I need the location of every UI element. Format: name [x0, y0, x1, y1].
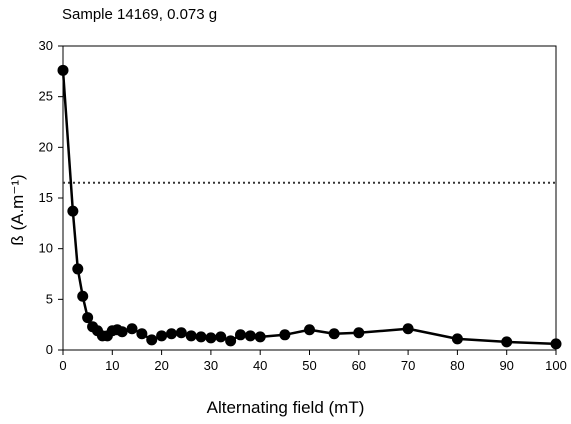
x-axis-label: Alternating field (mT) — [206, 398, 365, 417]
y-tick-label: 15 — [39, 190, 53, 205]
data-point — [402, 323, 414, 335]
y-axis-label: ß (A.m⁻¹) — [8, 174, 27, 246]
data-point — [279, 329, 291, 341]
data-point — [353, 327, 365, 339]
data-point — [254, 331, 266, 343]
data-point — [501, 336, 513, 348]
x-tick-label: 80 — [450, 358, 464, 373]
data-point — [304, 324, 315, 336]
x-tick-label: 0 — [59, 358, 66, 373]
data-point — [72, 263, 84, 275]
data-point — [57, 64, 69, 76]
data-point — [136, 328, 148, 340]
data-point — [67, 205, 79, 217]
y-tick-label: 25 — [39, 89, 53, 104]
y-tick-label: 20 — [39, 139, 53, 154]
data-point — [82, 312, 94, 324]
data-point — [244, 330, 256, 342]
chart-title: Sample 14169, 0.073 g — [62, 6, 218, 23]
series-line — [61, 70, 557, 346]
x-tick-label: 50 — [302, 358, 316, 373]
data-point — [195, 331, 207, 343]
x-tick-label: 60 — [352, 358, 366, 373]
x-tick-label: 100 — [545, 358, 567, 373]
data-point — [175, 327, 187, 339]
x-tick-label: 40 — [253, 358, 267, 373]
data-point — [550, 338, 562, 350]
data-point — [215, 331, 227, 343]
y-tick-label: 10 — [39, 241, 53, 256]
x-tick-label: 10 — [105, 358, 119, 373]
data-point — [116, 326, 128, 338]
data-point — [451, 333, 463, 345]
data-point — [126, 323, 138, 335]
x-tick-label: 20 — [154, 358, 168, 373]
data-point — [146, 334, 158, 346]
data-point — [225, 335, 237, 347]
data-point — [77, 290, 89, 302]
data-point — [185, 330, 197, 342]
data-point — [165, 328, 177, 340]
y-tick-label: 0 — [46, 342, 53, 357]
x-tick-label: 30 — [204, 358, 218, 373]
y-tick-label: 30 — [39, 38, 53, 53]
data-point — [234, 329, 246, 341]
data-point — [205, 332, 217, 344]
x-tick-label: 70 — [401, 358, 415, 373]
y-tick-label: 5 — [46, 291, 53, 306]
data-point — [328, 328, 340, 340]
x-tick-label: 90 — [499, 358, 513, 373]
data-point — [156, 330, 168, 342]
plot-frame — [62, 45, 557, 351]
